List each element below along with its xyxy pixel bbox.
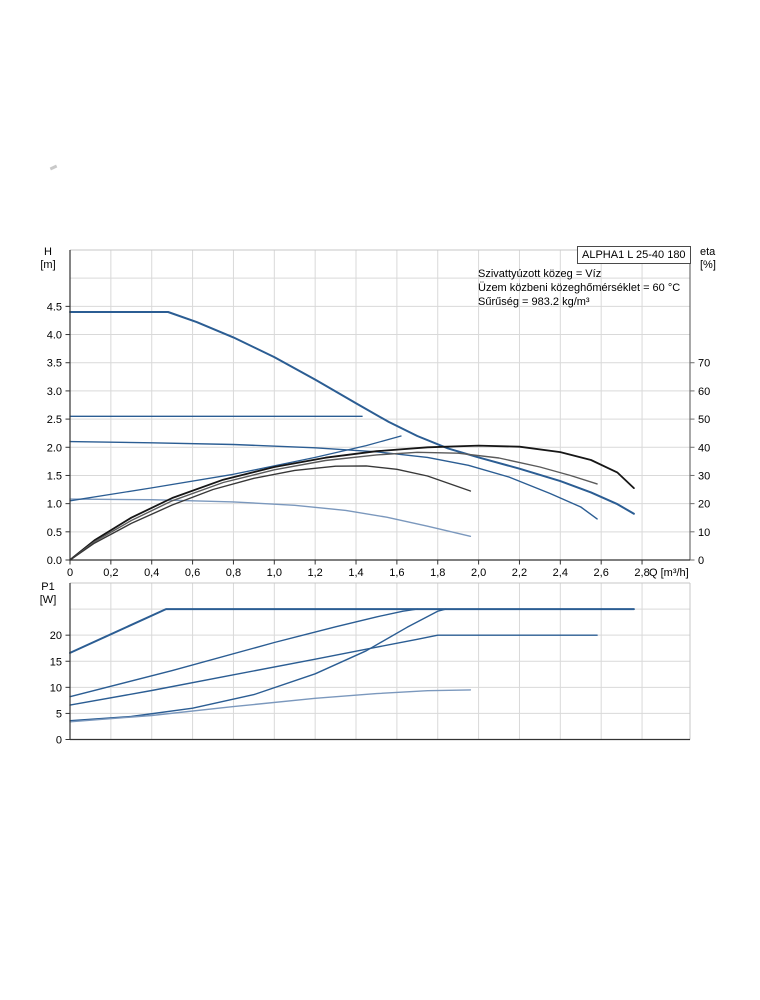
speed-III-head-curve: [69, 311, 635, 515]
h-tick-label: 4.5: [47, 301, 62, 313]
eta-tick-label: 0: [698, 555, 704, 567]
h-tick-label: 2.5: [47, 414, 62, 426]
p1-tick-label: 5: [56, 708, 62, 720]
operating-conditions-density: Sűrűség = 983.2 kg/m³: [478, 296, 590, 308]
eta-tick-label: 20: [698, 499, 710, 511]
p1-tick-label: 15: [50, 656, 62, 668]
eta-axis-label: eta [%]: [700, 246, 730, 272]
speed-I-power-curve: [69, 689, 472, 723]
eta-tick-label: 60: [698, 386, 710, 398]
eta-tick-label: 30: [698, 470, 710, 482]
h-tick-label: 0.5: [47, 527, 62, 539]
q-tick-label: 2,6: [594, 567, 609, 579]
p1-axis-label-unit: [W]: [39, 594, 57, 606]
eta-speed-II-curve: [69, 451, 598, 561]
h-tick-label: 3.5: [47, 358, 62, 370]
h-axis-label-symbol: H: [44, 246, 52, 258]
p1-tick-label: 0: [56, 735, 62, 747]
operating-conditions-temperature: Üzem közbeni közeghőmérséklet = 60 °C: [478, 282, 681, 294]
h-tick-label: 4.0: [47, 330, 62, 342]
proportional-pressure-head-curve: [69, 435, 402, 502]
q-tick-label: 2,2: [512, 567, 527, 579]
p1-axis-label: P1 [W]: [33, 581, 63, 607]
eta-speed-I-curve: [69, 465, 472, 561]
h-tick-label: 2.0: [47, 442, 62, 454]
q-tick-label: 1,0: [267, 567, 282, 579]
eta-axis-label-symbol: eta: [700, 246, 716, 258]
speed-II-power-curve: [69, 608, 418, 698]
operating-conditions: Szivattyúzott közeg = Víz Üzem közbeni k…: [478, 267, 680, 309]
operating-conditions-medium: Szivattyúzott közeg = Víz: [478, 268, 602, 280]
eta-tick-label: 50: [698, 414, 710, 426]
h-axis-label: H [m]: [33, 246, 63, 272]
q-tick-label: 2,0: [471, 567, 486, 579]
q-tick-label: 0,8: [226, 567, 241, 579]
q-tick-label: 1,8: [430, 567, 445, 579]
h-tick-label: 0.0: [47, 555, 62, 567]
eta-tick-label: 70: [698, 358, 710, 370]
eta-speed-III-curve: [69, 444, 635, 561]
eta-axis-label-unit: [%]: [700, 259, 716, 271]
speed-III-power-curve: [69, 608, 635, 654]
pump-model-title: ALPHA1 L 25-40 180: [577, 246, 691, 264]
q-tick-label: 2,8: [634, 567, 649, 579]
q-tick-label: 1,6: [389, 567, 404, 579]
q-tick-label: 0,2: [103, 567, 118, 579]
eta-tick-label: 40: [698, 442, 710, 454]
q-tick-label: 0,4: [144, 567, 159, 579]
q-tick-label: 1,2: [308, 567, 323, 579]
eta-tick-label: 10: [698, 527, 710, 539]
p1-axis-label-symbol: P1: [41, 581, 55, 593]
constant-pressure-power-curve: [69, 634, 598, 706]
q-tick-label: 2,4: [553, 567, 568, 579]
q-tick-label: 1,4: [348, 567, 363, 579]
h-tick-label: 1.5: [47, 470, 62, 482]
p1-tick-label: 10: [50, 682, 62, 694]
h-tick-label: 3.0: [47, 386, 62, 398]
q-axis-unit-label: Q [m³/h]: [649, 567, 689, 579]
h-axis-label-unit: [m]: [40, 259, 56, 271]
q-tick-label: 0: [67, 567, 73, 579]
h-tick-label: 1.0: [47, 499, 62, 511]
proportional-pressure-power-curve: [69, 608, 447, 722]
speed-II-head-curve: [69, 440, 598, 520]
p1-tick-label: 20: [50, 630, 62, 642]
speed-I-head-curve: [69, 498, 472, 537]
q-tick-label: 0,6: [185, 567, 200, 579]
